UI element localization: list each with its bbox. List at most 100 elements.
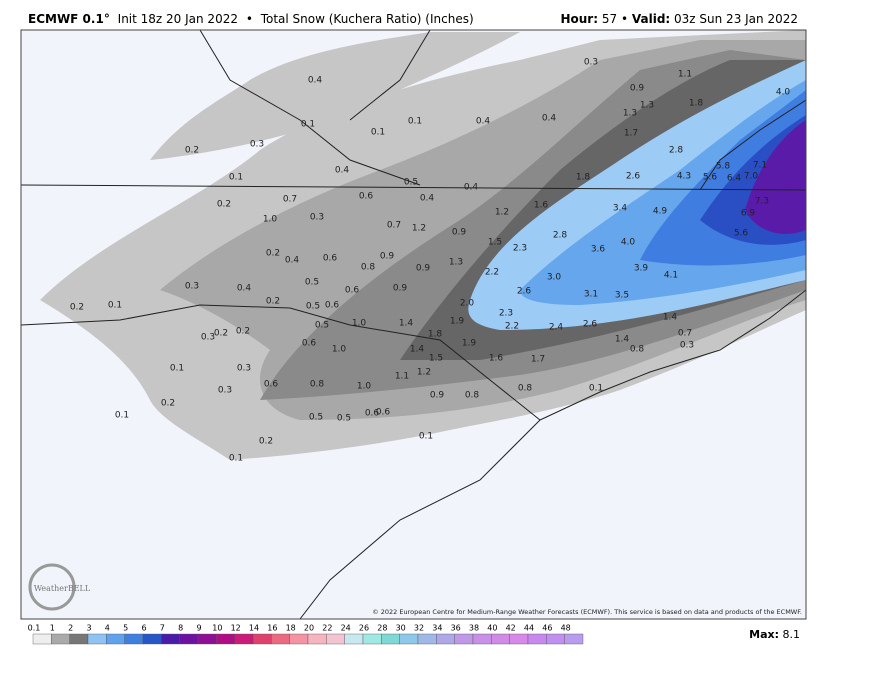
colorbar-swatch — [271, 633, 290, 645]
colorbar-tick-label: 16 — [267, 624, 277, 633]
colorbar-tick-label: 42 — [506, 624, 516, 633]
map-value-label: 1.7 — [531, 355, 545, 365]
map-value-label: 0.6 — [345, 286, 360, 296]
map-value-label: 1.6 — [489, 354, 504, 364]
map-value-label: 0.2 — [217, 200, 231, 210]
colorbar-swatch — [564, 633, 584, 645]
map-value-label: 0.4 — [464, 183, 479, 193]
map-value-label: 3.6 — [591, 245, 606, 255]
map-value-label: 0.4 — [335, 166, 350, 176]
hour: 57 — [602, 12, 617, 26]
map-value-label: 0.4 — [542, 114, 557, 124]
map-value-label: 3.0 — [547, 273, 562, 283]
colorbar-swatch — [381, 633, 400, 645]
valid-label: Valid: — [632, 12, 670, 26]
map-value-label: 1.1 — [395, 372, 409, 382]
colorbar-tick-label: 30 — [396, 624, 406, 633]
map-value-label: 1.4 — [615, 335, 630, 345]
map-value-label: 0.2 — [236, 327, 250, 337]
colorbar-swatch — [197, 633, 217, 645]
map-value-label: 2.3 — [499, 309, 513, 319]
map-value-label: 0.4 — [420, 194, 435, 204]
copyright: © 2022 European Centre for Medium-Range … — [372, 608, 802, 616]
colorbar-tick-label: 44 — [524, 624, 534, 633]
colorbar-tick-label: 10 — [212, 624, 222, 633]
colorbar-tick-label: 12 — [231, 624, 241, 633]
map-value-label: 0.6 — [323, 254, 338, 264]
colorbar-tick-label: 48 — [561, 624, 571, 633]
map-value-label: 0.9 — [416, 264, 431, 274]
colorbar-swatch — [69, 633, 89, 645]
map-value-label: 7.1 — [753, 161, 767, 171]
map-value-label: 0.3 — [237, 364, 251, 374]
map-value-label: 0.4 — [308, 76, 323, 86]
map-value-label: 0.2 — [214, 329, 228, 339]
colorbar-tick-label: 8 — [178, 624, 183, 633]
map-value-label: 4.0 — [621, 238, 636, 248]
colorbar-tick-label: 24 — [341, 624, 351, 633]
colorbar-swatch — [344, 633, 364, 645]
map-value-label: 0.3 — [185, 282, 199, 292]
colorbar-tick-label: 46 — [542, 624, 552, 633]
map-value-label: 0.9 — [452, 228, 467, 238]
colorbar-tick-label: 1 — [50, 624, 55, 633]
map-value-label: 0.3 — [201, 333, 215, 343]
map-value-label: 4.1 — [664, 271, 678, 281]
map-value-label: 0.8 — [361, 263, 376, 273]
map-value-label: 0.9 — [630, 84, 645, 94]
map-value-label: 0.9 — [393, 284, 408, 294]
product: Total Snow (Kuchera Ratio) (Inches) — [260, 12, 474, 26]
sep: • — [246, 12, 253, 26]
map-value-label: 3.5 — [615, 291, 629, 301]
header-right: Hour: 57 • Valid: 03z Sun 23 Jan 2022 — [560, 12, 798, 26]
map-value-label: 0.3 — [218, 386, 232, 396]
colorbar-tick-label: 0.1 — [28, 624, 41, 633]
map-value-label: 0.6 — [302, 339, 317, 349]
map-value-label: 1.0 — [357, 382, 372, 392]
map-value-label: 1.4 — [410, 345, 425, 355]
colorbar-tick-label: 40 — [487, 624, 497, 633]
colorbar-swatch — [87, 633, 107, 645]
map-value-label: 0.6 — [325, 301, 340, 311]
map-value-label: 6.9 — [741, 209, 756, 219]
colorbar-swatch — [326, 633, 345, 645]
colorbar-tick-label: 32 — [414, 624, 424, 633]
sep: • — [621, 12, 628, 26]
map-value-label: 0.3 — [584, 58, 598, 68]
colorbar: 0.1 1 2 3 4 5 6 7 8 9 10 12 14 16 18 20 22 24 26 28 30 32 34 36… — [28, 624, 584, 645]
colorbar-swatch — [491, 633, 510, 645]
logo: WeatherBELL — [34, 584, 91, 593]
map-value-label: 1.8 — [428, 330, 443, 340]
map-value-label: 0.1 — [108, 301, 122, 311]
colorbar-swatch — [252, 633, 272, 645]
colorbar-swatch — [161, 633, 180, 645]
max: Max: 8.1 — [749, 628, 800, 641]
map-value-label: 1.9 — [462, 339, 477, 349]
map-value-label: 0.2 — [185, 146, 199, 156]
map-value-label: 0.5 — [305, 278, 319, 288]
map-value-label: 2.8 — [669, 146, 684, 156]
map-value-label: 0.7 — [387, 221, 401, 231]
map-value-label: 5.8 — [716, 162, 731, 172]
map-value-label: 7.0 — [744, 172, 759, 182]
map-value-label: 1.0 — [332, 345, 347, 355]
map-value-label: 1.6 — [534, 201, 549, 211]
map-value-label: 0.9 — [430, 391, 445, 401]
colorbar-tick-label: 14 — [249, 624, 259, 633]
colorbar-swatch — [179, 633, 199, 645]
colorbar-swatch — [472, 633, 492, 645]
map-value-label: 4.3 — [677, 172, 691, 182]
colorbar-swatch — [362, 633, 382, 645]
colorbar-swatch — [454, 633, 474, 645]
map-value-label: 2.4 — [549, 323, 564, 333]
map-value-label: 0.5 — [309, 413, 323, 423]
colorbar-swatch — [216, 633, 235, 645]
map-value-label: 0.8 — [310, 380, 325, 390]
map-value-label: 2.6 — [626, 172, 641, 182]
map-value-label: 0.8 — [518, 384, 533, 394]
map-value-label: 0.5 — [315, 321, 329, 331]
map-value-label: 0.1 — [408, 117, 422, 127]
colorbar-swatch — [399, 633, 419, 645]
map-value-label: 2.2 — [485, 268, 499, 278]
colorbar-tick-label: 28 — [377, 624, 387, 633]
